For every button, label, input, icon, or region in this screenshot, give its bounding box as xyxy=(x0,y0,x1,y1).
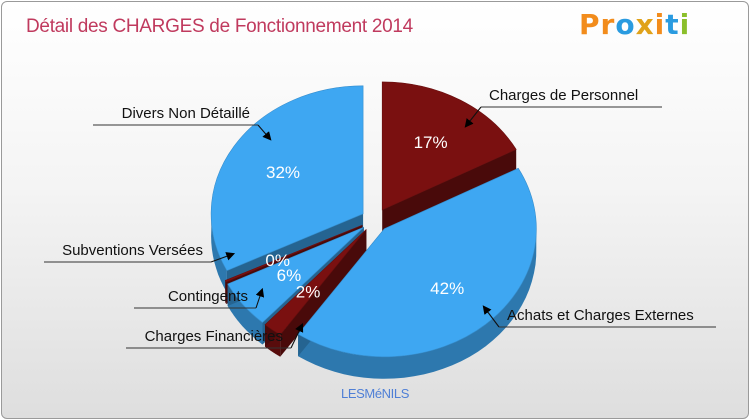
slice-percent-label: 32% xyxy=(266,163,300,182)
slice-percent-label: 17% xyxy=(414,133,448,152)
percent-labels: 17% 42% 2%6%0% 32% xyxy=(265,133,464,302)
logo-letter: t xyxy=(665,8,680,41)
slice-side-wall xyxy=(298,225,537,379)
logo-letter: r xyxy=(600,8,616,41)
callout-leader xyxy=(257,124,272,141)
callout-label: Charges Financières xyxy=(145,328,283,345)
slice-side-wall xyxy=(211,207,227,293)
logo-letter: P xyxy=(579,8,601,41)
slice-percent-label: 42% xyxy=(430,279,464,298)
slice-percent-label: 2% xyxy=(296,283,321,302)
chart-title: Détail des CHARGES de Fonctionnement 201… xyxy=(26,16,413,37)
slice-edge-wall xyxy=(382,149,517,232)
logo-letter: o xyxy=(615,8,636,41)
pie-slice xyxy=(381,81,517,211)
pie-slice xyxy=(210,85,364,271)
callout-label: Charges de Personnel xyxy=(489,87,638,104)
logo-letter: x xyxy=(635,8,655,41)
commune-name: LESMéNILS xyxy=(341,386,409,401)
callout-labels: Charges de Personnel Achats et Charges Ex… xyxy=(44,87,716,349)
logo-letter: i xyxy=(654,8,666,41)
slice-percent-label: 0% xyxy=(265,251,290,270)
callout-label: Divers Non Détaillé xyxy=(122,105,250,122)
callout-leader xyxy=(210,252,236,263)
callout-leader xyxy=(290,323,304,349)
callout-leader xyxy=(255,287,265,309)
callout-label: Contingents xyxy=(168,288,248,305)
pie-slice xyxy=(297,167,537,358)
callout-leader xyxy=(482,305,500,328)
callout-leader xyxy=(464,106,482,128)
pie-slice xyxy=(227,226,365,323)
pie-slices xyxy=(210,81,537,358)
pie-slice xyxy=(264,229,367,336)
pie-slice xyxy=(224,224,363,283)
logo-letter: i xyxy=(679,8,691,41)
callout-label: Subventions Versées xyxy=(62,242,203,259)
slice-percent-label: 6% xyxy=(277,266,302,285)
callout-label: Achats et Charges Externes xyxy=(507,307,694,324)
proxiti-logo: Proxiti xyxy=(579,8,690,41)
